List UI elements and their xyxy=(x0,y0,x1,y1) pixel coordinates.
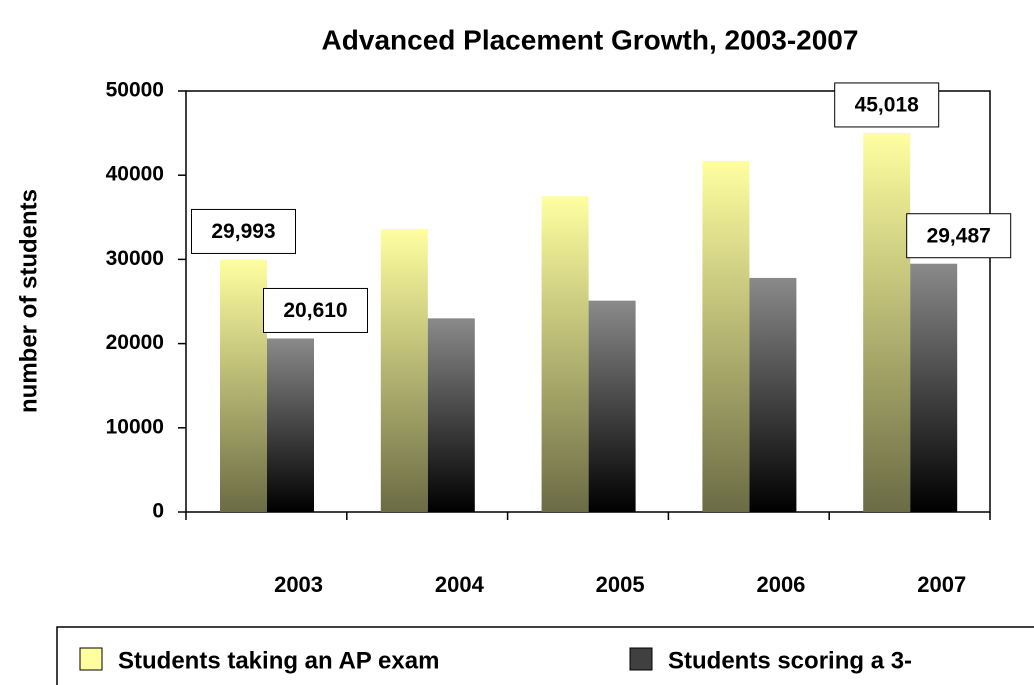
data-label-box xyxy=(906,213,1012,259)
bar xyxy=(220,259,267,512)
data-label: 20,610 xyxy=(283,299,347,322)
bar xyxy=(702,160,750,513)
bar xyxy=(749,277,797,512)
bar xyxy=(541,196,589,512)
y-tick-label: 50000 xyxy=(106,79,164,102)
x-tick-label: 2005 xyxy=(596,572,645,597)
data-label: 29,487 xyxy=(927,224,991,247)
legend-box xyxy=(56,626,1034,685)
x-tick-label: 2003 xyxy=(274,572,323,597)
bar xyxy=(863,132,911,513)
data-label-box xyxy=(834,82,940,128)
chart-title: Advanced Placement Growth, 2003-2007 xyxy=(322,24,859,55)
x-tick-label: 2006 xyxy=(756,572,805,597)
bar xyxy=(267,338,314,512)
y-tick-label: 0 xyxy=(152,500,164,523)
bar xyxy=(910,263,958,512)
x-tick-label: 2004 xyxy=(435,572,485,597)
x-tick-label: 2007 xyxy=(917,572,966,597)
y-tick-label: 10000 xyxy=(106,415,164,438)
y-axis-label: number of students xyxy=(15,189,42,413)
bar xyxy=(380,229,428,512)
legend-swatch xyxy=(629,647,653,671)
data-label-box xyxy=(263,287,368,333)
y-tick-label: 40000 xyxy=(106,163,164,186)
data-label: 45,018 xyxy=(855,93,920,116)
data-label-box xyxy=(191,208,296,254)
legend-label: Students scoring a 3- xyxy=(668,647,912,674)
bar xyxy=(427,318,475,512)
legend-swatch xyxy=(79,647,103,671)
y-tick-label: 30000 xyxy=(106,247,164,270)
bar xyxy=(588,300,636,512)
legend-label: Students taking an AP exam xyxy=(118,647,439,674)
y-tick-label: 20000 xyxy=(106,331,164,354)
data-label: 29,993 xyxy=(211,220,275,243)
